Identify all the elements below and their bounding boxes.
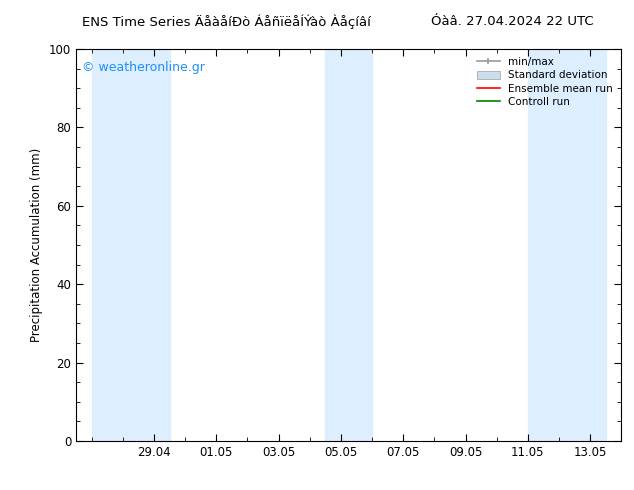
Bar	[92, 49, 169, 441]
Y-axis label: Precipitation Accumulation (mm): Precipitation Accumulation (mm)	[30, 148, 43, 342]
Text: © weatheronline.gr: © weatheronline.gr	[82, 61, 204, 74]
Legend: min/max, Standard deviation, Ensemble mean run, Controll run: min/max, Standard deviation, Ensemble me…	[473, 53, 617, 111]
Bar	[325, 49, 372, 441]
Bar	[528, 49, 605, 441]
Text: ENS Time Series ÄåàåíÐò ÁåñïëåÍÝàò Àåçíâí: ENS Time Series ÄåàåíÐò ÁåñïëåÍÝàò Àåçíâ…	[82, 15, 372, 29]
Text: Óàâ. 27.04.2024 22 UTC: Óàâ. 27.04.2024 22 UTC	[431, 15, 594, 28]
